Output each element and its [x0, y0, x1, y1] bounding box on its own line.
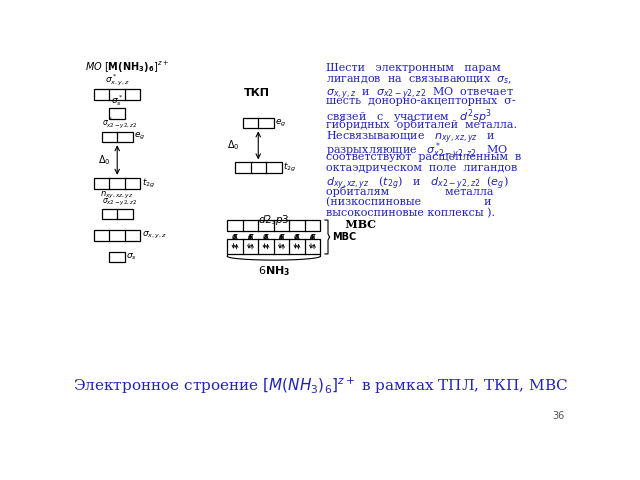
Bar: [227, 239, 320, 254]
Text: $\sigma_{x,y,z}$  и  $\sigma_{x2-y2,z2}$  МО  отвечает: $\sigma_{x,y,z}$ и $\sigma_{x2-y2,z2}$ М…: [326, 85, 515, 102]
Text: $\sigma^*_{x,y,z}$: $\sigma^*_{x,y,z}$: [105, 73, 130, 88]
Text: $t_{2g}$: $t_{2g}$: [142, 177, 156, 190]
Text: $e_g$: $e_g$: [275, 118, 287, 129]
Text: высокоспиновые коплексы ).: высокоспиновые коплексы ).: [326, 208, 495, 218]
Text: разрыхляющие   $\sigma^*_{x2-y2,z2}$   МО: разрыхляющие $\sigma^*_{x2-y2,z2}$ МО: [326, 141, 509, 163]
Text: $d_{xy,xz,yz}$   ($t_{2g}$)   и   $d_{x2-y2,z2}$  ($e_g$): $d_{xy,xz,yz}$ ($t_{2g}$) и $d_{x2-y2,z2…: [326, 175, 509, 192]
Text: $d2_sp3$: $d2_sp3$: [258, 213, 289, 227]
Text: гибридных  орбиталей  металла.: гибридных орбиталей металла.: [326, 119, 518, 130]
Text: $\sigma$: $\sigma$: [262, 232, 269, 241]
Text: ТКП: ТКП: [244, 88, 269, 98]
Text: лигандов  на  связывающих  $\sigma_s$,: лигандов на связывающих $\sigma_s$,: [326, 74, 513, 86]
Text: $\sigma$: $\sigma$: [293, 232, 301, 241]
Bar: [243, 118, 274, 129]
Bar: [102, 132, 132, 142]
Text: связей   с   участием   $d^2sp^3$: связей с участием $d^2sp^3$: [326, 108, 492, 126]
Text: Шести   электронным   парам: Шести электронным парам: [326, 63, 501, 73]
Text: $\sigma$: $\sigma$: [247, 232, 254, 241]
Text: $\sigma_s$: $\sigma_s$: [127, 252, 138, 262]
Text: октаэдрическом  поле  лигандов: октаэдрическом поле лигандов: [326, 164, 518, 173]
Bar: [102, 208, 132, 219]
Bar: [227, 220, 320, 231]
Text: (низкоспиновые                  и: (низкоспиновые и: [326, 197, 492, 207]
Bar: [94, 230, 140, 241]
Bar: [94, 178, 140, 189]
Text: МО $[\mathbf{M(NH_3)_6}]^{z+}$: МО $[\mathbf{M(NH_3)_6}]^{z+}$: [85, 60, 170, 75]
Text: соответствуют  расщепленным  в: соответствуют расщепленным в: [326, 152, 522, 162]
Text: орбиталям                металла: орбиталям металла: [326, 186, 494, 197]
Text: $\sigma^*_{x2-y2,z2}$: $\sigma^*_{x2-y2,z2}$: [102, 115, 136, 131]
Text: $\sigma_{x,y,z}$: $\sigma_{x,y,z}$: [142, 230, 167, 241]
Text: $\Delta_0$: $\Delta_0$: [227, 139, 240, 152]
Text: 36: 36: [552, 411, 564, 421]
Text: $\sigma$: $\sigma$: [231, 232, 239, 241]
Text: Несвязывающие   $n_{xy,xz,yz}$   и: Несвязывающие $n_{xy,xz,yz}$ и: [326, 130, 496, 146]
Bar: [109, 108, 125, 119]
Text: $\sigma$: $\sigma$: [308, 232, 316, 241]
Text: $t_{2g}$: $t_{2g}$: [283, 161, 296, 174]
Text: МВС: МВС: [326, 219, 376, 230]
Text: $n_{xy,xz,yz}$: $n_{xy,xz,yz}$: [100, 190, 134, 201]
Text: $\sigma$: $\sigma$: [278, 232, 285, 241]
Text: $e_g$: $e_g$: [134, 132, 145, 143]
Text: $\sigma_{x2-y2,z2}$: $\sigma_{x2-y2,z2}$: [102, 197, 136, 208]
Bar: [235, 162, 282, 173]
Text: $\sigma^*_s$: $\sigma^*_s$: [111, 93, 124, 108]
Text: МВС: МВС: [332, 232, 356, 242]
Bar: [109, 252, 125, 263]
Text: $6\mathbf{NH_3}$: $6\mathbf{NH_3}$: [257, 264, 290, 278]
Text: Электронное строение $[M(NH_3)_6]^{z+}$ в рамках ТПЛ, ТКП, МВС: Электронное строение $[M(NH_3)_6]^{z+}$ …: [73, 376, 568, 396]
Bar: [94, 89, 140, 100]
Text: $\Delta_0$: $\Delta_0$: [99, 153, 111, 167]
Text: шесть  донорно-акцепторных  σ-: шесть донорно-акцепторных σ-: [326, 96, 516, 107]
